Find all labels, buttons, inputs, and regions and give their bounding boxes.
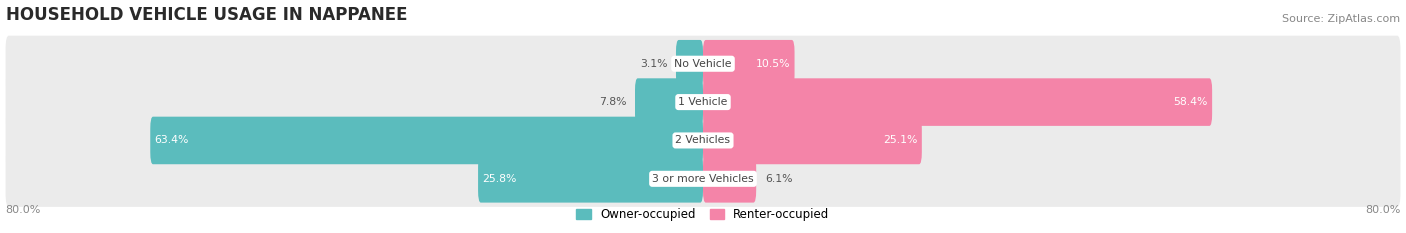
FancyBboxPatch shape — [703, 117, 922, 164]
Text: 10.5%: 10.5% — [755, 59, 790, 69]
Text: 3.1%: 3.1% — [640, 59, 668, 69]
Text: 6.1%: 6.1% — [765, 174, 793, 184]
FancyBboxPatch shape — [6, 36, 1400, 92]
Text: HOUSEHOLD VEHICLE USAGE IN NAPPANEE: HOUSEHOLD VEHICLE USAGE IN NAPPANEE — [6, 6, 408, 24]
Text: 3 or more Vehicles: 3 or more Vehicles — [652, 174, 754, 184]
FancyBboxPatch shape — [676, 40, 703, 88]
FancyBboxPatch shape — [6, 74, 1400, 130]
Text: 25.1%: 25.1% — [883, 135, 918, 145]
FancyBboxPatch shape — [703, 78, 1212, 126]
Text: 25.8%: 25.8% — [482, 174, 517, 184]
Text: 63.4%: 63.4% — [155, 135, 188, 145]
Legend: Owner-occupied, Renter-occupied: Owner-occupied, Renter-occupied — [572, 204, 834, 226]
Text: Source: ZipAtlas.com: Source: ZipAtlas.com — [1282, 14, 1400, 24]
FancyBboxPatch shape — [703, 155, 756, 203]
Text: 80.0%: 80.0% — [6, 205, 41, 215]
Text: 2 Vehicles: 2 Vehicles — [675, 135, 731, 145]
Text: 80.0%: 80.0% — [1365, 205, 1400, 215]
FancyBboxPatch shape — [636, 78, 703, 126]
FancyBboxPatch shape — [703, 40, 794, 88]
FancyBboxPatch shape — [150, 117, 703, 164]
FancyBboxPatch shape — [478, 155, 703, 203]
FancyBboxPatch shape — [6, 151, 1400, 207]
Text: 58.4%: 58.4% — [1174, 97, 1208, 107]
Text: 7.8%: 7.8% — [599, 97, 626, 107]
Text: No Vehicle: No Vehicle — [675, 59, 731, 69]
Text: 1 Vehicle: 1 Vehicle — [678, 97, 728, 107]
FancyBboxPatch shape — [6, 112, 1400, 168]
